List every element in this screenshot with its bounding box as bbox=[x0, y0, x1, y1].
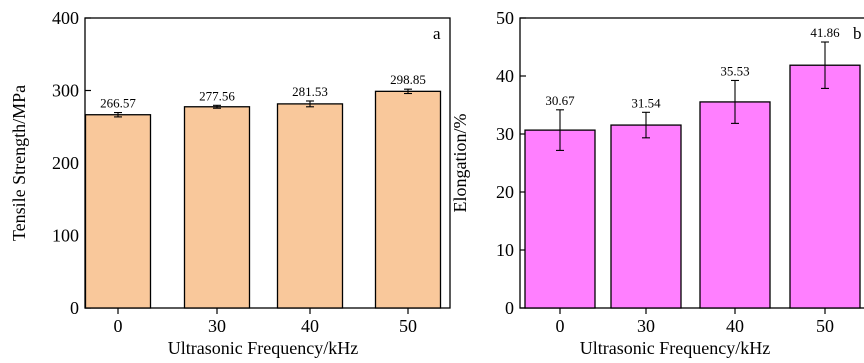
bar-b bbox=[789, 64, 861, 309]
data-label-a: 281.53 bbox=[292, 84, 328, 99]
y-tick-label-b: 10 bbox=[496, 240, 514, 260]
y-tick-label-a: 200 bbox=[52, 153, 79, 173]
panel-label-a: a bbox=[433, 24, 441, 43]
data-label-b: 41.86 bbox=[810, 25, 840, 40]
y-tick-label-b: 0 bbox=[505, 298, 514, 318]
y-tick-label-a: 400 bbox=[52, 8, 79, 28]
plot-frame-b bbox=[519, 17, 864, 309]
data-label-b: 31.54 bbox=[631, 95, 661, 110]
data-label-a: 277.56 bbox=[199, 88, 235, 103]
y-tick-label-b: 40 bbox=[496, 66, 514, 86]
x-axis-title-b: Ultrasonic Frequency/kHz bbox=[580, 338, 770, 358]
data-label-a: 266.57 bbox=[100, 96, 136, 111]
data-label-b: 30.67 bbox=[545, 93, 575, 108]
y-tick-label-a: 100 bbox=[52, 226, 79, 246]
bar-b bbox=[610, 124, 682, 309]
y-tick-label-a: 0 bbox=[70, 298, 79, 318]
bars-b: 0 10 20 30 40 50 30.67 0 31.54 30 35.53 40 41.86 50 bbox=[496, 8, 861, 336]
x-axis-title-a: Ultrasonic Frequency/kHz bbox=[168, 338, 358, 358]
x-tick-label-b: 0 bbox=[556, 316, 565, 336]
data-label-a: 298.85 bbox=[390, 72, 426, 87]
x-tick-label-b: 30 bbox=[637, 316, 655, 336]
bar-a bbox=[84, 114, 152, 309]
y-axis-title-b: Elongation/% bbox=[450, 114, 470, 213]
y-tick-label-b: 50 bbox=[496, 8, 514, 28]
bar-a bbox=[183, 106, 251, 309]
y-tick-label-b: 30 bbox=[496, 124, 514, 144]
x-tick-label-b: 40 bbox=[726, 316, 744, 336]
data-label-b: 35.53 bbox=[720, 63, 749, 78]
bar-b bbox=[699, 101, 771, 309]
chart-panel-b: b Elongation/% Ultrasonic Frequency/kHz … bbox=[450, 8, 864, 358]
y-axis-title-a: Tensile Strength/MPa bbox=[9, 85, 29, 241]
x-tick-label-a: 50 bbox=[399, 316, 417, 336]
x-tick-label-a: 30 bbox=[208, 316, 226, 336]
panel-label-b: b bbox=[853, 24, 862, 43]
x-tick-label-b: 50 bbox=[816, 316, 834, 336]
x-tick-label-a: 0 bbox=[114, 316, 123, 336]
bar-a bbox=[374, 90, 442, 309]
chart-panel-a: a Tensile Strength/MPa Ultrasonic Freque… bbox=[9, 8, 451, 358]
y-tick-label-a: 300 bbox=[52, 81, 79, 101]
y-tick-label-b: 20 bbox=[496, 182, 514, 202]
bars-a: 0 100 200 300 400 266.57 0 277.56 30 281.53 40 298.… bbox=[52, 8, 442, 336]
x-tick-label-a: 40 bbox=[301, 316, 319, 336]
bar-b bbox=[524, 129, 596, 309]
bar-a bbox=[276, 103, 344, 309]
